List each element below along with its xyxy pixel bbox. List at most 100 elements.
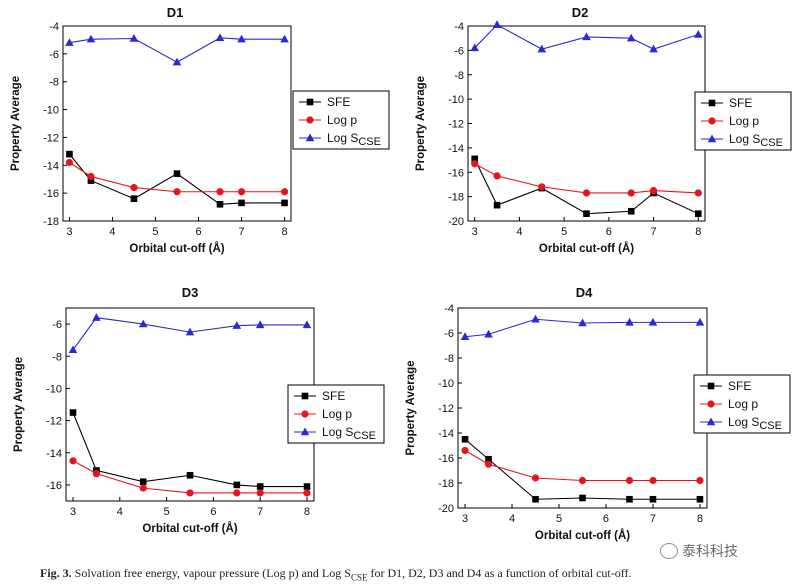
y-axis-label: Property Average: [405, 360, 417, 455]
data-point: [233, 489, 241, 497]
chart-title: D1: [167, 5, 184, 20]
data-point: [694, 210, 702, 217]
data-point: [172, 57, 182, 66]
watermark: 泰科科技: [660, 541, 738, 561]
data-point: [303, 483, 311, 490]
data-point: [130, 195, 138, 203]
y-tick-label: -8: [454, 70, 464, 82]
chart-panel-d3: D3 3 4 5 6 7 8 -16 -14 -12 -10 -8 -6 Orbital cut-off …: [13, 285, 385, 535]
y-tick-label: -10: [46, 383, 62, 395]
data-point: [303, 489, 311, 497]
series-log-s: [65, 33, 289, 66]
data-point: [625, 476, 634, 485]
x-tick-label: 7: [238, 226, 244, 238]
data-point: [68, 345, 78, 354]
x-tick-label: 4: [516, 226, 522, 238]
y-tick-label: -12: [448, 119, 464, 131]
y-axis-label: Property Average: [415, 76, 427, 171]
data-point: [579, 494, 586, 502]
y-tick-label: -14: [43, 160, 59, 172]
y-tick-label: -14: [438, 428, 454, 440]
y-tick-label: -14: [448, 143, 464, 155]
y-tick-label: -12: [43, 132, 59, 144]
data-point: [281, 199, 288, 207]
data-point: [69, 409, 77, 416]
x-tick-label: 8: [281, 226, 287, 238]
y-tick-label: -8: [444, 353, 454, 365]
legend-label-subscript: CSE: [759, 420, 782, 432]
y-tick-label: -4: [454, 21, 464, 33]
data-point: [471, 160, 479, 168]
y-tick-label: -6: [444, 328, 454, 340]
data-point: [648, 317, 658, 326]
y-tick-label: -10: [43, 105, 59, 117]
y-tick-label: -20: [448, 216, 464, 228]
legend-marker: [707, 134, 717, 143]
series-log-s: [470, 20, 703, 53]
data-point: [484, 460, 493, 468]
data-point: [216, 188, 224, 196]
x-tick-label: 3: [472, 226, 478, 238]
data-point: [256, 483, 264, 490]
chart-title: D2: [572, 5, 589, 20]
legend-label-subscript: CSE: [760, 137, 783, 149]
series-sfe: [461, 435, 704, 503]
series-line: [464, 450, 700, 482]
data-point: [696, 476, 704, 485]
legend-marker: [707, 382, 715, 390]
data-point: [460, 332, 470, 340]
series-line: [474, 163, 699, 194]
data-point: [532, 495, 539, 503]
x-tick-label: 5: [152, 226, 158, 238]
y-axis-label: Property Average: [10, 76, 22, 171]
legend-marker: [301, 392, 309, 400]
data-point: [626, 495, 633, 503]
plot-frame: [62, 25, 292, 222]
legend: SFE Log p Log SCSE: [292, 90, 390, 150]
data-point: [461, 435, 469, 443]
series-sfe: [66, 150, 288, 208]
legend-label: SFE: [322, 389, 345, 403]
data-point: [484, 329, 493, 338]
data-point: [237, 188, 246, 196]
data-point: [238, 199, 245, 207]
y-tick-label: -6: [454, 45, 464, 57]
data-point: [215, 33, 225, 42]
x-tick-label: 6: [606, 226, 612, 238]
data-point: [461, 446, 469, 455]
series-sfe: [471, 155, 702, 217]
data-point: [649, 44, 658, 53]
y-tick-label: -16: [46, 480, 62, 492]
data-point: [649, 495, 657, 503]
data-point: [86, 34, 96, 43]
chart-title: D4: [576, 285, 593, 300]
y-tick-label: -14: [46, 448, 62, 460]
y-tick-label: -12: [438, 403, 454, 415]
chart-title: D3: [182, 285, 199, 300]
series-line: [464, 438, 700, 500]
data-point: [695, 317, 705, 326]
legend-label: Log SCSE: [728, 415, 782, 432]
x-tick-label: 4: [117, 506, 123, 518]
series-log-p: [471, 160, 702, 197]
y-tick-label: -10: [438, 378, 454, 390]
data-point: [66, 150, 73, 158]
x-tick-label: 7: [651, 226, 657, 238]
data-point: [531, 474, 540, 482]
y-tick-label: -4: [444, 303, 454, 315]
x-tick-label: 8: [697, 513, 703, 525]
data-point: [583, 210, 590, 217]
x-tick-label: 7: [257, 506, 263, 518]
data-point: [233, 481, 241, 489]
legend-marker: [707, 400, 715, 408]
legend-label: Log p: [729, 114, 759, 128]
data-point: [87, 172, 95, 181]
data-point: [538, 183, 546, 191]
data-point: [255, 320, 265, 329]
legend-label: SFE: [728, 379, 751, 393]
caption-text-2: for D1, D2, D3 and D4 as a function of o…: [367, 566, 632, 580]
series-line: [474, 158, 699, 215]
legend: SFE Log p Log SCSE: [693, 374, 791, 434]
legend-marker: [706, 417, 716, 426]
y-tick-label: -18: [43, 216, 59, 228]
